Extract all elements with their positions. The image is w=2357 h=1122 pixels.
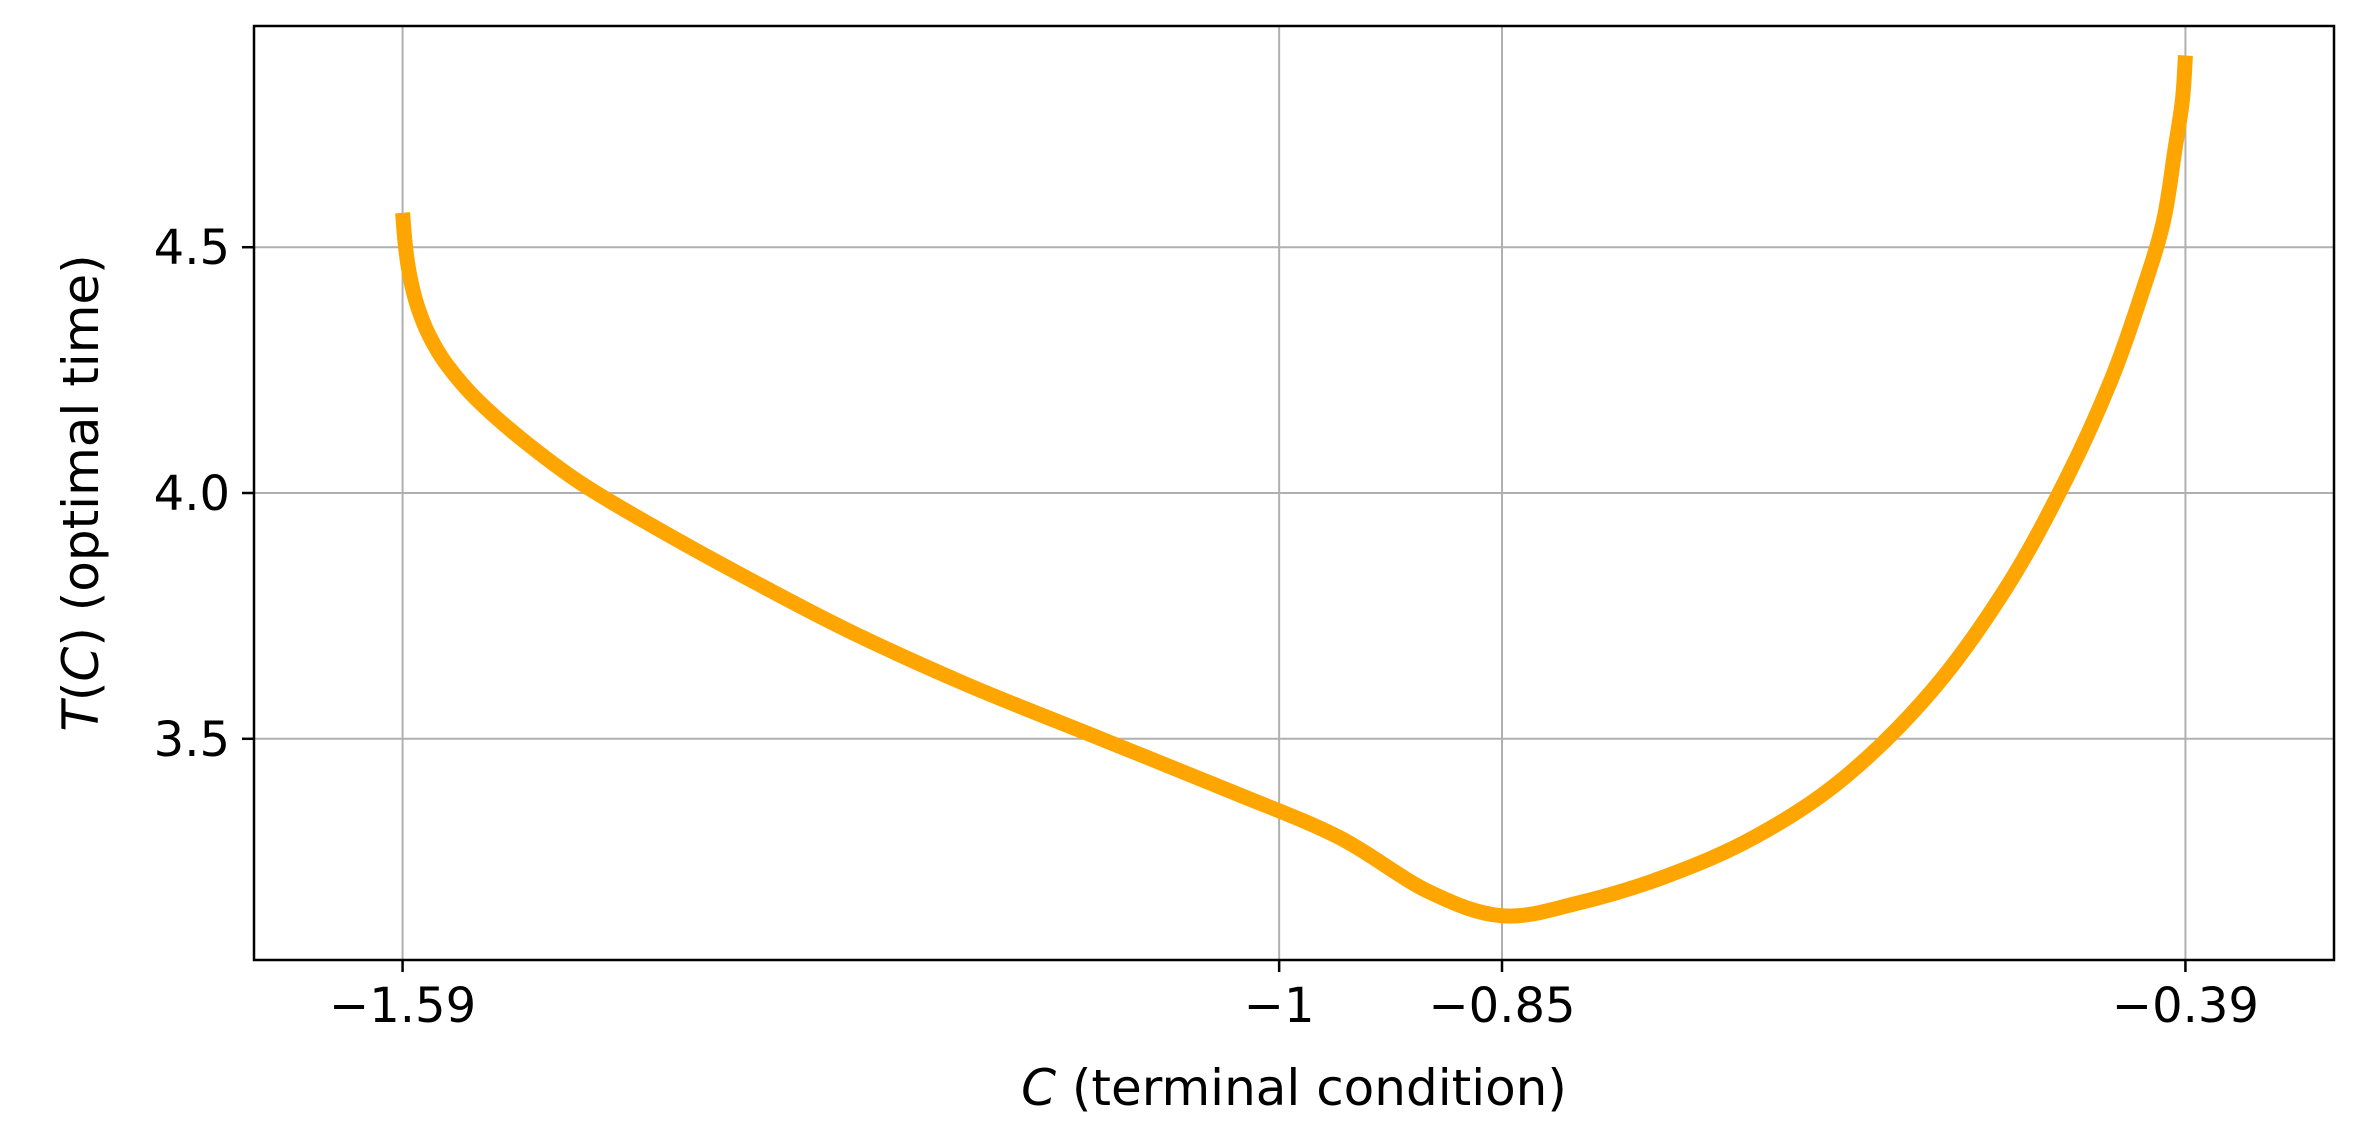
x-axis-label: C (terminal condition) [1021,1059,1567,1117]
grid [254,26,2334,960]
y-tick-label: 4.0 [154,466,230,522]
y-tick-label: 4.5 [154,220,230,276]
x-tick-label: −0.85 [1428,978,1575,1034]
series-layer [395,54,2193,924]
x-tick-label: −1.59 [329,978,476,1034]
x-tick-label: −0.39 [2112,978,2259,1034]
series-line [395,54,2193,924]
y-tick-label: 3.5 [154,712,230,768]
y-axis-label: T(C) (optimal time) [52,254,110,731]
x-tick-label: −1 [1244,978,1315,1034]
ticks: −1.59 −1 −0.85 −0.39 3.5 4.0 4.5 [154,220,2259,1034]
